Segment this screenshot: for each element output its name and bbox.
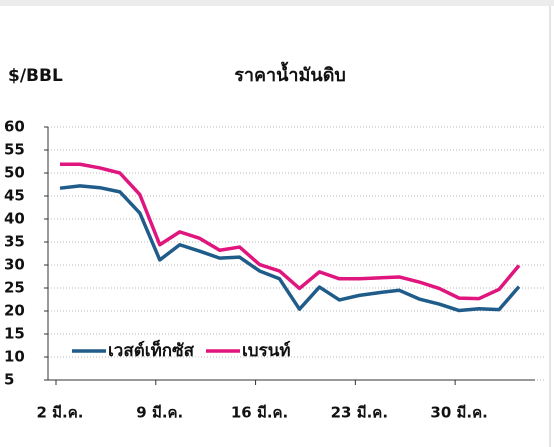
x-tick-label: 16 มี.ค. (231, 404, 288, 422)
x-tick-label: 23 มี.ค. (331, 404, 388, 422)
legend-label: เวสต์เท็กซัส (108, 338, 195, 361)
y-tick-label: 60 (4, 118, 25, 136)
y-tick-label: 15 (4, 325, 25, 343)
legend-label: เบรนท์ (242, 340, 291, 361)
x-tick-label: 2 มี.ค. (37, 404, 84, 422)
x-tick-label: 9 มี.ค. (136, 404, 183, 422)
y-tick-label: 25 (4, 279, 25, 297)
chart-title: ราคาน้ำมันดิบ (234, 61, 346, 86)
y-tick-label: 5 (4, 371, 14, 389)
x-tick-label: 30 มี.ค. (430, 404, 487, 422)
y-axis-label: $/BBL (8, 66, 63, 86)
data-line (60, 162, 521, 301)
y-tick-label: 30 (4, 256, 25, 274)
y-tick-label: 10 (4, 348, 25, 366)
y-tick-label: 20 (4, 302, 25, 320)
y-tick-label: 35 (4, 233, 25, 251)
top-bar (0, 0, 554, 6)
y-tick-label: 40 (4, 210, 25, 228)
y-tick-label: 45 (4, 187, 25, 205)
y-tick-label: 55 (4, 141, 25, 159)
y-tick-label: 50 (4, 164, 25, 182)
data-line (59, 184, 521, 313)
